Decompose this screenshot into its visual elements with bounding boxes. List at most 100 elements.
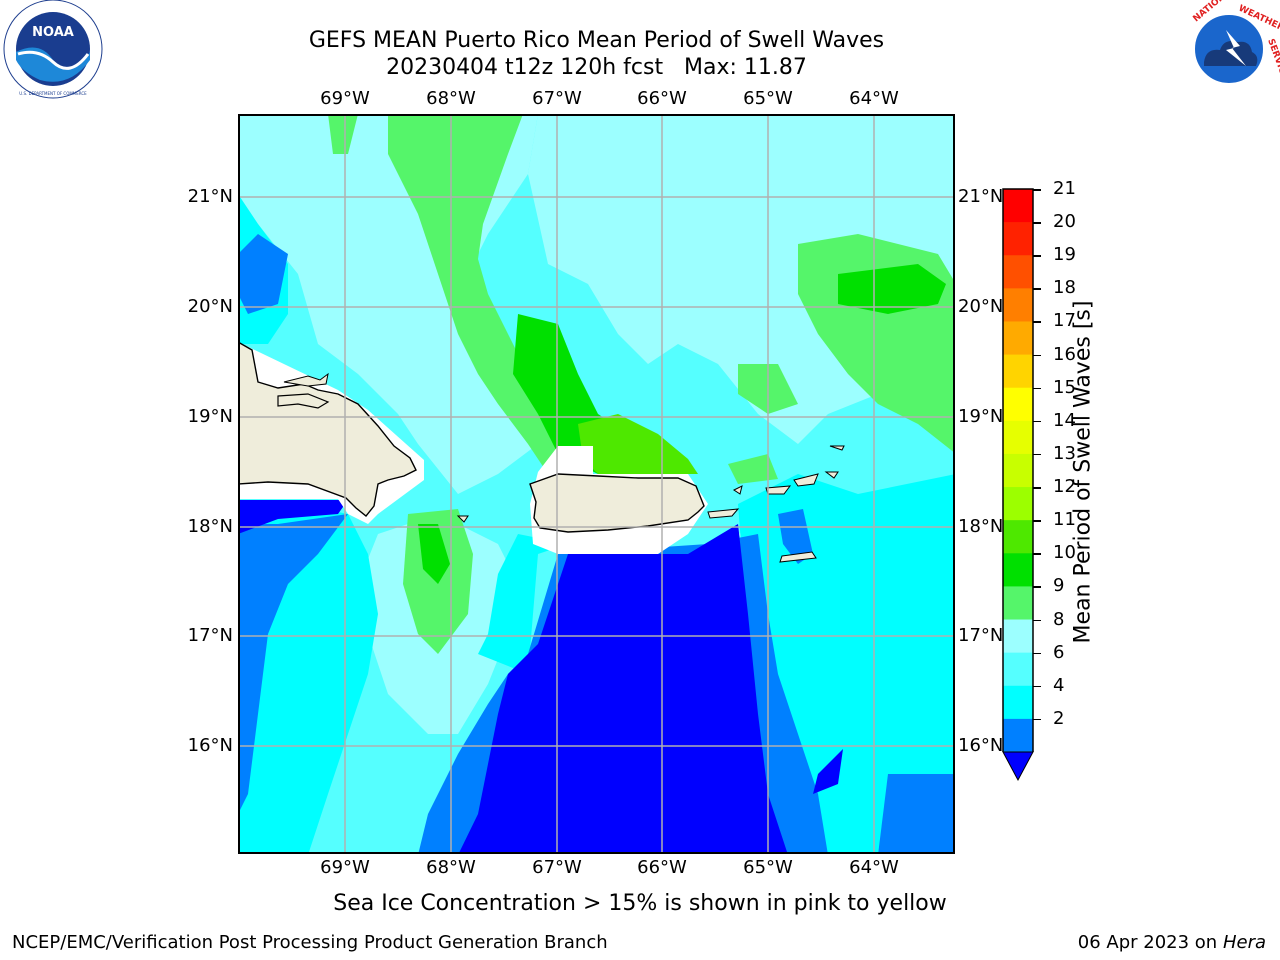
field-11-12-max bbox=[578, 414, 698, 474]
land-anegada bbox=[829, 445, 845, 451]
svg-text:U.S. DEPARTMENT OF COMMERCE: U.S. DEPARTMENT OF COMMERCE bbox=[19, 91, 87, 96]
lat-label-right-19n: 19°N bbox=[958, 406, 1004, 427]
colorbar-tick-mark bbox=[1033, 354, 1041, 357]
colorbar-tick-mark bbox=[1033, 387, 1041, 390]
footer-host: Hera bbox=[1222, 932, 1266, 953]
lat-label-right-16n: 16°N bbox=[958, 735, 1004, 756]
colorbar-tick-label: 15 bbox=[1053, 376, 1076, 398]
field-2-4-vi bbox=[778, 509, 813, 564]
colorbar-tick-label: 14 bbox=[1053, 409, 1076, 431]
lat-label-left-17n: 17°N bbox=[187, 625, 233, 646]
colorbar-tick-mark bbox=[1033, 652, 1041, 655]
lon-label-bottom-66w: 66°W bbox=[637, 857, 687, 878]
colorbar-segment bbox=[1003, 189, 1033, 223]
colorbar-tick-label: 6 bbox=[1053, 641, 1065, 663]
noaa-logo-text: NOAA bbox=[32, 25, 74, 40]
land-puerto-rico bbox=[529, 473, 705, 533]
colorbar-segment bbox=[1003, 255, 1033, 289]
colorbar-tick-label: 10 bbox=[1053, 542, 1076, 564]
lon-label-bottom-68w: 68°W bbox=[426, 857, 476, 878]
colorbar-tick-mark bbox=[1033, 420, 1041, 423]
colorbar-tick-mark bbox=[1033, 586, 1041, 588]
colorbar-segment bbox=[1003, 487, 1033, 521]
field-2-4-west bbox=[239, 514, 348, 812]
colorbar-tick-label: 11 bbox=[1053, 509, 1076, 531]
field-9-10-nw-patch bbox=[328, 115, 358, 154]
colorbar-tick-mark bbox=[1033, 288, 1041, 290]
colorbar-extend-triangle bbox=[1002, 751, 1034, 782]
nws-logo-icon: NATIONAL WEATHER SERVICE bbox=[1181, 0, 1280, 97]
colorbar-segment bbox=[1003, 387, 1033, 422]
land-vieques bbox=[707, 508, 740, 519]
colorbar-label: Mean Period of Swell Waves [s] bbox=[1070, 300, 1096, 644]
footer-date: 06 Apr 2023 on Hera bbox=[1078, 932, 1266, 953]
colorbar bbox=[1002, 188, 1034, 782]
colorbar-segment bbox=[1003, 619, 1033, 654]
sea-ice-caption: Sea Ice Concentration > 15% is shown in … bbox=[333, 891, 947, 916]
land-tortuga bbox=[283, 372, 329, 387]
field-10-11-central bbox=[513, 314, 678, 474]
colorbar-tick-mark bbox=[1033, 520, 1041, 522]
lon-label-bottom-64w: 64°W bbox=[849, 857, 899, 878]
colorbar-tick-mark bbox=[1033, 222, 1041, 224]
lon-label-top-69w: 69°W bbox=[320, 88, 370, 109]
colorbar-tick-mark bbox=[1033, 255, 1041, 257]
colorbar-segment bbox=[1003, 354, 1033, 389]
colorbar-tick-label: 16 bbox=[1053, 343, 1076, 365]
colorbar-tick-mark bbox=[1033, 685, 1041, 688]
colorbar-tick-label: 21 bbox=[1053, 178, 1076, 199]
swell-period-map bbox=[238, 114, 955, 854]
chart-subtitle: 20230404 t12z 120h fcst Max: 11.87 bbox=[386, 55, 807, 80]
field-10-11-south bbox=[418, 524, 450, 584]
map-frame bbox=[238, 114, 955, 854]
colorbar-tick-label: 4 bbox=[1053, 674, 1065, 696]
lat-label-left-20n: 20°N bbox=[187, 296, 233, 317]
graticule bbox=[239, 115, 954, 853]
lat-label-right-21n: 21°N bbox=[958, 186, 1004, 207]
colorbar-tick-label: 20 bbox=[1053, 211, 1076, 233]
field-below-2-south bbox=[458, 524, 788, 853]
colorbar-tick-mark bbox=[1033, 453, 1041, 456]
field-2-4-se bbox=[878, 774, 954, 853]
colorbar-tick-label: 13 bbox=[1053, 442, 1076, 464]
lon-label-bottom-69w: 69°W bbox=[320, 857, 370, 878]
colorbar-segment bbox=[1003, 553, 1033, 587]
colorbar-tick-label: 9 bbox=[1053, 575, 1065, 597]
colorbar-segment bbox=[1003, 685, 1033, 720]
land-st-croix bbox=[779, 551, 817, 563]
colorbar-segment bbox=[1003, 718, 1033, 753]
colorbar-tick-label: 2 bbox=[1053, 707, 1065, 729]
colorbar-tick-mark bbox=[1033, 487, 1041, 489]
lon-label-top-64w: 64°W bbox=[849, 88, 899, 109]
colorbar-tick-mark bbox=[1033, 718, 1041, 721]
footer-date-text: 06 Apr 2023 on bbox=[1077, 932, 1223, 953]
lat-label-left-19n: 19°N bbox=[187, 406, 233, 427]
colorbar-segment bbox=[1003, 420, 1033, 455]
colorbar-frame bbox=[1002, 188, 1034, 752]
footer-credit: NCEP/EMC/Verification Post Processing Pr… bbox=[12, 932, 608, 953]
lon-label-bottom-65w: 65°W bbox=[743, 857, 793, 878]
colorbar-tick-label: 19 bbox=[1053, 244, 1076, 266]
lon-label-top-66w: 66°W bbox=[637, 88, 687, 109]
colorbar-tick-label: 8 bbox=[1053, 608, 1065, 630]
lon-label-top-65w: 65°W bbox=[743, 88, 793, 109]
colorbar-tick-label: 17 bbox=[1053, 310, 1076, 332]
colorbar-tick-mark bbox=[1033, 189, 1041, 191]
colorbar-segment bbox=[1003, 453, 1033, 488]
colorbar-segment bbox=[1003, 321, 1033, 356]
field-10-11-east bbox=[838, 264, 946, 314]
field-9-10-patch-b bbox=[728, 454, 778, 484]
noaa-logo-icon: NOAA U.S. DEPARTMENT OF COMMERCE bbox=[3, 0, 103, 99]
colorbar-tick-mark bbox=[1033, 321, 1041, 323]
colorbar-segment bbox=[1003, 288, 1033, 322]
land-hispaniola bbox=[239, 341, 417, 517]
lon-label-bottom-67w: 67°W bbox=[532, 857, 582, 878]
colorbar-tick-label: 18 bbox=[1053, 277, 1076, 299]
field-below-2-west bbox=[239, 500, 348, 534]
colorbar-segment bbox=[1003, 520, 1033, 554]
land-tortola bbox=[793, 473, 819, 487]
field-4-6-mid bbox=[478, 534, 568, 674]
lat-label-right-20n: 20°N bbox=[958, 296, 1004, 317]
chart-title: GEFS MEAN Puerto Rico Mean Period of Swe… bbox=[308, 28, 885, 53]
lat-label-left-16n: 16°N bbox=[187, 735, 233, 756]
